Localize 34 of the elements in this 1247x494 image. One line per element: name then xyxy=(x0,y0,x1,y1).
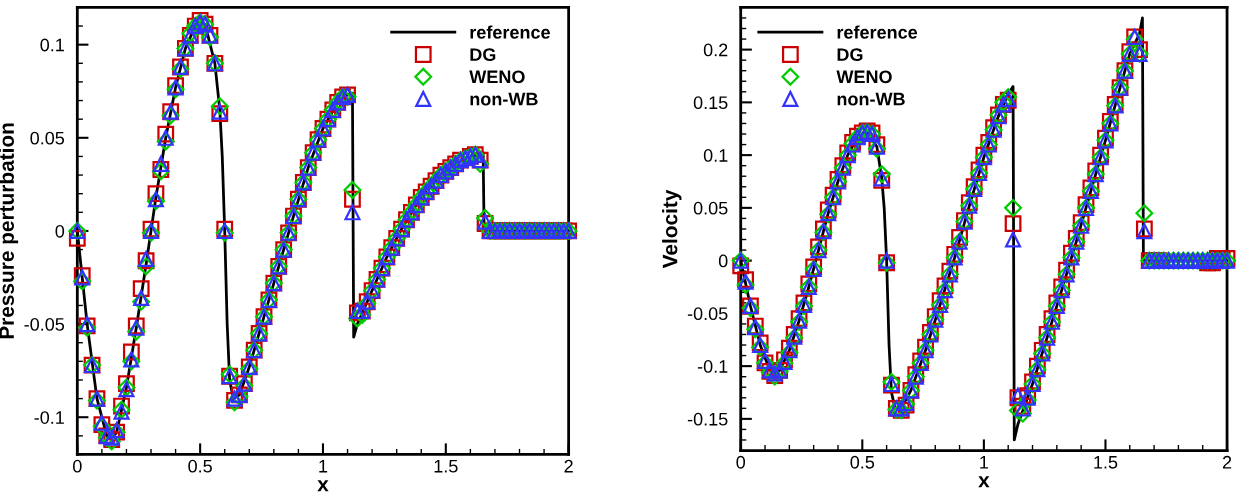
y-tick-label: 0.05 xyxy=(693,201,728,215)
x-axis-title: x xyxy=(978,476,990,488)
x-tick-label: 1 xyxy=(980,456,989,469)
legend-label: reference xyxy=(837,25,918,39)
y-tick-label: 0.1 xyxy=(703,149,728,162)
y-tick-label: -0.1 xyxy=(34,411,64,424)
x-tick-label: 0.5 xyxy=(850,455,875,469)
y-tick-label: -0.15 xyxy=(687,412,728,426)
x-tick-label: 2 xyxy=(1222,455,1232,469)
legend-label: WENO xyxy=(469,70,525,84)
y-tick-label: -0.05 xyxy=(24,318,65,331)
y-tick-label: 0.2 xyxy=(703,43,728,57)
legend-label: reference xyxy=(470,25,550,39)
x-tick-label: 0 xyxy=(736,455,746,469)
x-axis-title: x xyxy=(317,480,329,492)
y-axis-title: Velocity xyxy=(662,189,682,269)
x-tick-label: 2 xyxy=(564,459,573,473)
y-tick-label: -0.05 xyxy=(687,307,728,321)
y-tick-label: 0 xyxy=(718,254,728,268)
x-tick-label: 1.5 xyxy=(434,460,458,473)
y-tick-label: 0.15 xyxy=(693,96,728,110)
legend-label: non-WB xyxy=(837,92,905,106)
x-tick-label: 1.5 xyxy=(1094,456,1118,469)
y-tick-label: 0.1 xyxy=(40,38,64,52)
y-tick-label: 0 xyxy=(55,224,65,238)
x-tick-label: 0 xyxy=(73,459,82,473)
x-tick-label: 0.5 xyxy=(188,459,212,473)
legend-label: DG xyxy=(470,48,496,61)
legend-label: DG xyxy=(837,48,863,61)
x-tick-label: 1 xyxy=(319,460,328,473)
legend-label: non-WB xyxy=(470,92,538,106)
y-tick-label: -0.1 xyxy=(697,360,728,373)
y-tick-label: 0.05 xyxy=(30,131,65,145)
legend-label: WENO xyxy=(836,70,892,84)
